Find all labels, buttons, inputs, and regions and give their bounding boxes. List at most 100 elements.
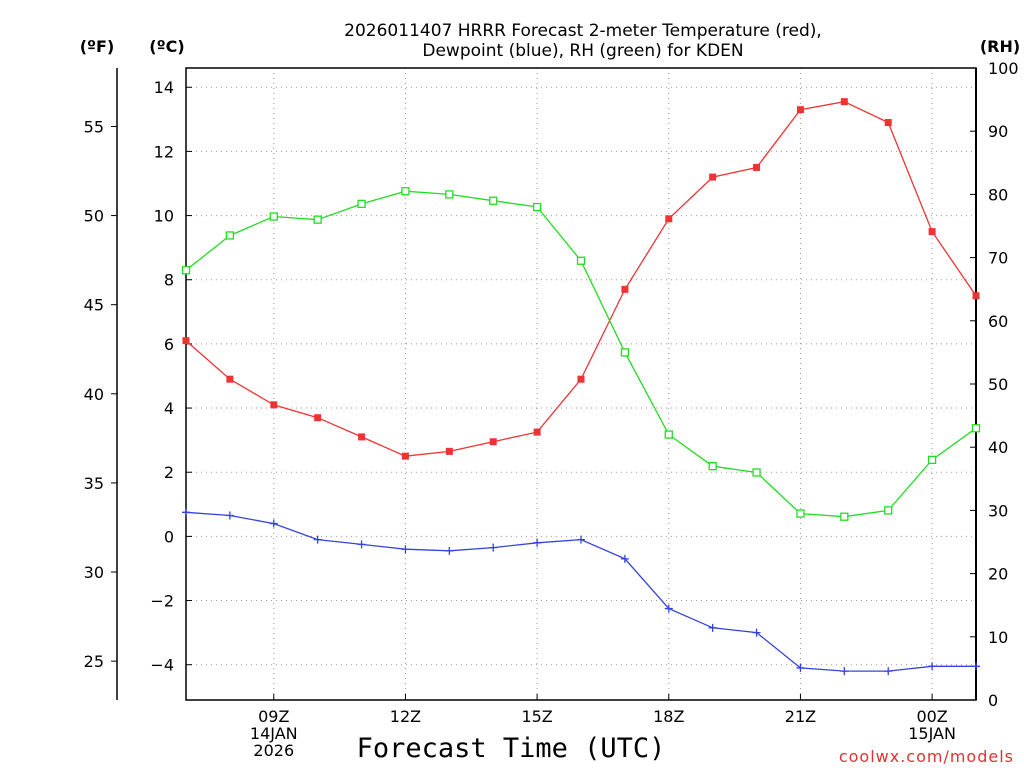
x-tick-label: 14JAN <box>250 724 298 743</box>
rh-point <box>401 187 410 196</box>
celsius-tick-label: 4 <box>164 399 174 418</box>
rh-point <box>357 199 366 209</box>
dewpoint-point <box>445 546 454 555</box>
fahrenheit-tick-label: 40 <box>84 385 104 404</box>
dewpoint-point <box>840 667 849 676</box>
x-tick-label: 00Z <box>916 707 947 726</box>
celsius-tick-label: 12 <box>154 142 174 161</box>
x-tick-label: 15JAN <box>908 724 956 743</box>
x-axis-label: Forecast Time (UTC) <box>357 733 666 764</box>
rh-point <box>269 212 278 221</box>
plot-area-frame <box>185 67 977 701</box>
chart-title-line-2: Dewpoint (blue), RH (green) for KDEN <box>422 41 743 61</box>
dewpoint-point <box>182 508 190 517</box>
temperature-point <box>840 98 848 106</box>
rh-tick-label: 90 <box>988 122 1008 141</box>
rh-point <box>796 509 805 518</box>
rh-point <box>576 256 586 265</box>
rh-unit-label: (RH) <box>980 37 1020 56</box>
rh-tick-label: 0 <box>988 691 998 710</box>
rh-point <box>884 506 893 515</box>
celsius-tick-label: 8 <box>164 271 174 290</box>
dewpoint-point <box>225 511 234 520</box>
rh-tick-label: 100 <box>988 59 1019 78</box>
rh-point <box>225 231 235 240</box>
celsius-tick-label: 0 <box>164 527 174 546</box>
rh-point <box>840 512 849 521</box>
fahrenheit-tick-label: 35 <box>84 474 104 493</box>
celsius-tick-label: 14 <box>154 78 174 97</box>
fahrenheit-tick-label: 25 <box>84 652 104 671</box>
rh-point <box>708 462 717 471</box>
temperature-point <box>884 119 892 127</box>
fahrenheit-tick-label: 30 <box>84 563 104 582</box>
celsius-unit-label: (ºC) <box>149 37 184 56</box>
celsius-tick-label: −4 <box>150 656 174 675</box>
temperature-point <box>182 337 190 345</box>
dewpoint-point <box>664 604 673 613</box>
dewpoint-point <box>489 543 498 552</box>
x-tick-label: 12Z <box>390 707 421 726</box>
celsius-tick-label: 6 <box>164 335 174 354</box>
temperature-point <box>489 438 497 446</box>
rh-point <box>752 468 761 477</box>
celsius-tick-label: 2 <box>164 463 174 482</box>
temperature-line <box>185 101 977 457</box>
rh-point <box>313 215 322 224</box>
x-tick-label: 2026 <box>253 741 294 760</box>
dewpoint-point <box>401 545 410 554</box>
dewpoint-point <box>972 662 980 671</box>
rh-tick-label: 40 <box>988 438 1008 457</box>
temperature-point <box>358 433 366 441</box>
temperature-point <box>445 447 453 455</box>
temperature-point <box>972 292 980 300</box>
temperature-point <box>928 228 936 236</box>
rh-point <box>489 196 498 205</box>
x-tick-label: 09Z <box>258 707 289 726</box>
temperature-point <box>796 106 804 114</box>
dewpoint-point <box>752 628 761 637</box>
dewpoint-point <box>708 623 717 632</box>
celsius-tick-label: −2 <box>150 592 174 611</box>
rh-tick-label: 50 <box>988 375 1008 394</box>
rh-point <box>927 455 937 464</box>
rh-tick-label: 20 <box>988 565 1008 584</box>
celsius-tick-label: 10 <box>154 207 174 226</box>
dewpoint-point <box>928 662 937 671</box>
rh-tick-label: 80 <box>988 185 1008 204</box>
temperature-point <box>401 452 409 460</box>
rh-tick-label: 10 <box>988 628 1008 647</box>
rh-point <box>971 424 981 433</box>
x-tick-label: 15Z <box>521 707 552 726</box>
fahrenheit-unit-label: (ºF) <box>80 37 115 56</box>
axis-ticks: −4 −2 0 2 4 6 8 10 12 14 25 30 35 40 45 50 55 0 10 20 30 40 50… <box>84 59 1019 710</box>
temperature-point <box>314 414 322 422</box>
rh-tick-label: 30 <box>988 501 1008 520</box>
rh-point <box>620 348 630 357</box>
rh-line <box>185 190 977 518</box>
data-series <box>181 98 981 676</box>
temperature-point <box>753 163 761 171</box>
rh-tick-label: 70 <box>988 249 1008 268</box>
x-tick-label: 18Z <box>653 707 684 726</box>
temperature-point <box>709 173 717 181</box>
rh-tick-label: 60 <box>988 312 1008 331</box>
dewpoint-point <box>313 535 322 544</box>
rh-point <box>664 430 673 439</box>
dewpoint-point <box>620 554 629 563</box>
dewpoint-point <box>577 535 585 544</box>
temperature-point <box>533 428 541 436</box>
dewpoint-point <box>357 540 366 549</box>
fahrenheit-tick-label: 55 <box>84 117 104 136</box>
chart-title-line-1: 2026011407 HRRR Forecast 2-meter Tempera… <box>344 21 822 41</box>
grid-lines <box>186 68 976 700</box>
dewpoint-point <box>884 667 893 676</box>
temperature-point <box>665 215 673 223</box>
credit-text: coolwx.com/models <box>839 747 1014 766</box>
rh-point <box>181 266 191 275</box>
temperature-point <box>621 285 629 293</box>
x-tick-label: 21Z <box>785 707 816 726</box>
rh-point <box>445 190 454 199</box>
